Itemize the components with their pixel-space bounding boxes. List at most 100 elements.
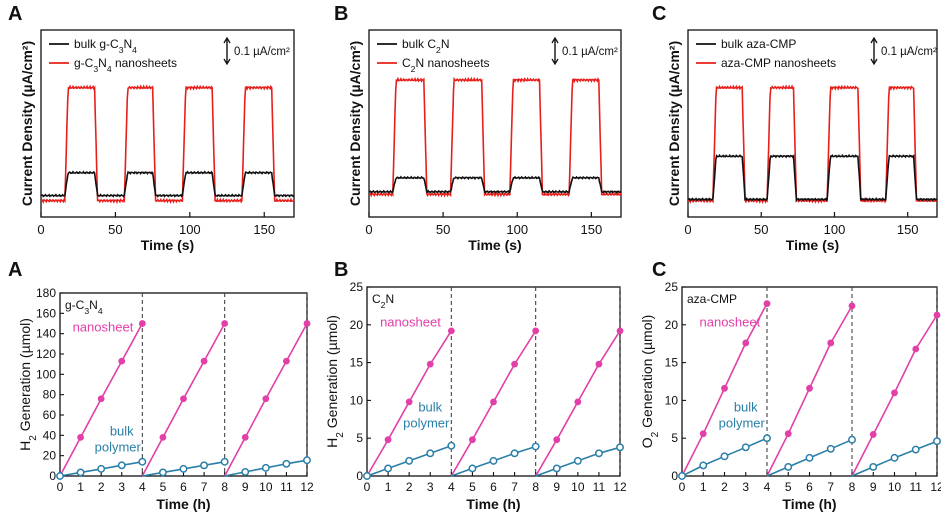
bulk-polymer-point (282, 459, 291, 468)
panel-letter: C (652, 259, 666, 281)
sample-label: g-C3N4 (65, 298, 103, 316)
y-title-rest: Generation (µmol) (324, 315, 340, 432)
x-tick-label: 0 (364, 480, 371, 494)
bulk-polymer-point (261, 463, 270, 472)
nanosheet-point (532, 327, 540, 335)
scale-bar-arrow-down-icon (223, 58, 231, 66)
y-tick-label: 5 (671, 431, 678, 445)
x-axis-title: Time (s) (786, 237, 839, 253)
x-tick-label: 100 (506, 222, 528, 237)
nanosheet-point (303, 320, 311, 327)
label-tail: nanosheets (424, 56, 489, 70)
y-axis-title: H2 Generation (µmol) (17, 318, 39, 451)
x-tick-label: 12 (613, 480, 627, 494)
bulk-polymer-point (405, 456, 414, 465)
panel-letter: C (652, 3, 666, 25)
plot-frame (40, 29, 295, 218)
y-title-species: H (17, 441, 33, 451)
nanosheet-point (891, 389, 898, 397)
x-tick-label: 0 (684, 222, 691, 237)
bulk-polymer-point (741, 443, 750, 452)
x-axis-title: Time (s) (141, 237, 194, 253)
nanosheet-point (933, 311, 941, 319)
y-tick-label: 0 (49, 469, 56, 483)
bulk-polymer-point (784, 462, 793, 471)
y-tick-label: 15 (350, 356, 364, 370)
nanosheet-annotation: nanosheet (700, 315, 761, 330)
x-axis-title: Time (s) (468, 237, 521, 253)
panel-letter: B (334, 259, 348, 281)
bulk-annotation-line1: bulk (110, 424, 134, 439)
legend-entry: bulk C2N (402, 37, 449, 55)
nanosheet-trace (687, 84, 938, 205)
x-tick-label: 50 (754, 222, 768, 237)
legend-entry: C2N nanosheets (402, 56, 490, 74)
nanosheet-point (426, 360, 434, 368)
scale-bar-arrow-up-icon (551, 36, 559, 44)
x-tick-label: 2 (721, 480, 728, 494)
photocurrent-panel-a: A 0 50 100 150 Time (s) Current Density (µA/cm… (8, 3, 295, 253)
bulk-polymer-point (200, 461, 209, 470)
y-axis-title: H2 Generation (µmol) (324, 315, 346, 448)
label-mid: N (441, 37, 450, 51)
bulk-polymer-point (911, 445, 920, 454)
nanosheet-point (742, 339, 750, 347)
x-tick-label: 150 (897, 222, 919, 237)
y-tick-label: 20 (665, 318, 679, 332)
bulk-polymer-point (489, 456, 498, 465)
bulk-polymer-point (510, 449, 519, 458)
scale-bar-arrow-down-icon (870, 58, 878, 66)
label-subscript: 2 (411, 64, 416, 74)
scale-bar-arrow-up-icon (870, 36, 878, 44)
bulk-polymer-point (805, 453, 814, 462)
label-subscript: 3 (84, 306, 89, 316)
x-tick-label: 9 (870, 480, 877, 494)
y-title-subscript: 2 (335, 432, 346, 438)
x-tick-label: 7 (201, 480, 208, 494)
bulk-trace (368, 175, 622, 195)
bulk-annotation-line2: polymer (719, 416, 766, 431)
x-tick-label: 5 (160, 480, 167, 494)
scale-bar-arrow-down-icon (551, 58, 559, 66)
y-tick-label: 140 (36, 327, 56, 341)
x-tick-label: 12 (930, 480, 941, 494)
nanosheet-point (469, 436, 476, 444)
bulk-annotation-line1: bulk (418, 400, 442, 415)
bulk-polymer-point (138, 457, 147, 466)
x-tick-label: 1 (700, 480, 707, 494)
y-axis-title: Current Density (µA/cm²) (347, 41, 363, 206)
bulk-polymer-point (594, 449, 603, 458)
x-tick-label: 4 (139, 480, 146, 494)
x-tick-label: 12 (300, 480, 314, 494)
nanosheet-point (180, 395, 187, 403)
label-subscript: 4 (107, 64, 112, 74)
label-tail: nanosheets (112, 56, 177, 70)
y-tick-label: 0 (356, 469, 363, 483)
label-main: bulk g-C (74, 37, 119, 51)
x-tick-label: 8 (532, 480, 539, 494)
x-tick-label: 1 (385, 480, 392, 494)
bulk-polymer-point (763, 434, 771, 443)
y-tick-label: 10 (665, 393, 679, 407)
x-tick-label: 5 (469, 480, 476, 494)
y-tick-label: 180 (36, 286, 56, 300)
x-tick-label: 6 (806, 480, 813, 494)
x-tick-label: 6 (180, 480, 187, 494)
bulk-polymer-point (76, 468, 85, 477)
nanosheet-point (827, 339, 835, 347)
bulk-polymer-point (241, 467, 250, 476)
bulk-polymer-point (220, 457, 229, 466)
nanosheet-point (763, 300, 771, 308)
x-tick-label: 3 (118, 480, 125, 494)
x-tick-label: 50 (436, 222, 450, 237)
nanosheet-point (553, 436, 561, 444)
nanosheet-point (97, 395, 105, 403)
x-axis-title: Time (h) (466, 496, 520, 512)
plot-frame (368, 29, 622, 218)
nanosheet-trace (40, 84, 295, 205)
legend-entry: g-C3N4 nanosheets (74, 56, 177, 74)
legend-entry: bulk aza-CMP (721, 37, 796, 51)
x-tick-label: 10 (259, 480, 273, 494)
bulk-polymer-point (158, 468, 167, 477)
